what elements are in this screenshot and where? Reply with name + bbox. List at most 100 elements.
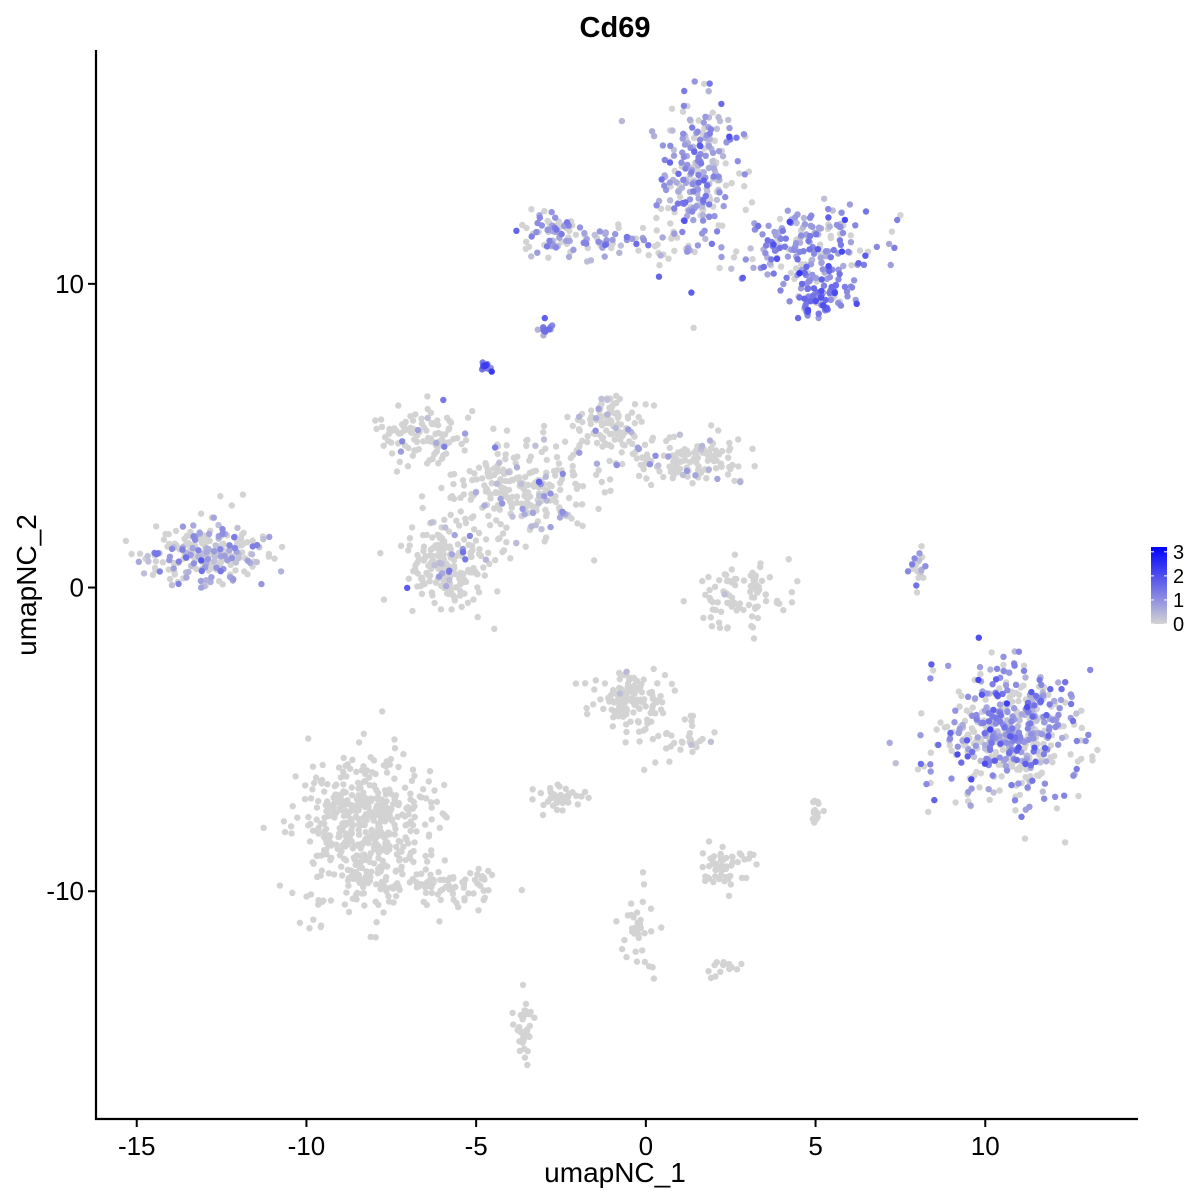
- data-point: [136, 550, 144, 557]
- data-point: [923, 780, 930, 788]
- data-point: [666, 758, 673, 765]
- data-point: [671, 247, 678, 255]
- data-point: [999, 690, 1006, 698]
- data-point: [427, 871, 434, 878]
- data-point: [639, 898, 646, 905]
- data-point: [431, 787, 438, 794]
- data-point: [963, 707, 970, 714]
- data-point: [203, 549, 210, 556]
- data-point: [482, 556, 490, 563]
- data-point: [392, 882, 399, 889]
- data-point: [355, 831, 363, 838]
- data-point: [419, 504, 426, 512]
- data-point: [718, 872, 725, 879]
- data-point: [559, 807, 566, 814]
- data-point: [152, 558, 160, 565]
- data-point: [327, 833, 334, 840]
- data-point: [418, 420, 426, 427]
- data-point: [623, 233, 631, 241]
- data-point: [348, 838, 355, 845]
- data-point: [666, 179, 674, 186]
- data-point: [159, 559, 167, 566]
- data-point: [1000, 667, 1007, 675]
- data-point: [435, 868, 442, 876]
- data-point: [513, 493, 521, 500]
- colorbar-tick-label: 1: [1173, 590, 1184, 612]
- data-point: [393, 468, 401, 475]
- data-point: [707, 974, 715, 982]
- data-point: [413, 438, 421, 445]
- data-point: [573, 792, 580, 799]
- data-point: [661, 671, 669, 679]
- data-point: [782, 235, 789, 242]
- data-point: [471, 470, 478, 477]
- data-point: [592, 415, 600, 422]
- data-point: [446, 439, 453, 446]
- data-point: [656, 262, 663, 269]
- data-point: [558, 475, 566, 483]
- data-point: [492, 556, 499, 564]
- data-point: [616, 669, 623, 677]
- data-point: [392, 868, 399, 875]
- data-point: [476, 546, 483, 553]
- data-point: [441, 443, 448, 450]
- data-point: [666, 444, 673, 452]
- data-point: [608, 697, 616, 704]
- data-point: [726, 463, 733, 471]
- data-point: [794, 314, 802, 322]
- data-point: [709, 598, 716, 606]
- data-point: [598, 395, 605, 402]
- data-point: [972, 742, 980, 750]
- data-point: [428, 847, 435, 854]
- data-point: [265, 553, 272, 560]
- data-point: [568, 515, 575, 522]
- data-point: [629, 235, 636, 242]
- data-point: [616, 249, 623, 256]
- data-point: [493, 517, 500, 524]
- data-point: [683, 212, 691, 220]
- data-point: [1028, 688, 1035, 696]
- data-point: [706, 437, 714, 444]
- data-point: [653, 699, 660, 706]
- data-point: [440, 876, 447, 883]
- data-point: [654, 241, 661, 248]
- data-point: [552, 493, 559, 500]
- data-point: [351, 842, 358, 850]
- data-point: [348, 784, 355, 791]
- data-point: [894, 216, 901, 224]
- data-point: [1069, 717, 1077, 725]
- data-point: [619, 713, 627, 720]
- data-point: [741, 183, 748, 190]
- data-point: [655, 462, 662, 469]
- data-point: [639, 947, 646, 954]
- data-point: [933, 726, 940, 733]
- data-point: [886, 739, 893, 746]
- data-point: [156, 568, 163, 575]
- data-point: [434, 531, 441, 538]
- data-point: [583, 704, 590, 712]
- data-point: [777, 235, 784, 242]
- data-point: [687, 736, 695, 744]
- data-point: [575, 426, 583, 433]
- y-tick-label: 10: [55, 269, 84, 299]
- data-point: [1025, 736, 1032, 743]
- data-point: [711, 212, 718, 220]
- data-point: [703, 475, 710, 482]
- data-point: [776, 215, 784, 223]
- data-point: [352, 813, 360, 820]
- data-point: [1003, 739, 1010, 746]
- data-point: [981, 730, 988, 737]
- data-point: [850, 277, 858, 284]
- data-point: [911, 555, 918, 562]
- data-point: [683, 467, 691, 474]
- data-point: [1027, 720, 1034, 727]
- data-point: [733, 248, 740, 255]
- data-point: [947, 729, 954, 737]
- y-tick-label: 0: [70, 573, 84, 603]
- data-point: [747, 245, 754, 252]
- data-point: [1087, 666, 1094, 674]
- data-point: [578, 793, 585, 800]
- data-point: [1018, 813, 1025, 820]
- data-point: [601, 253, 608, 260]
- x-tick-label: -10: [288, 1131, 326, 1161]
